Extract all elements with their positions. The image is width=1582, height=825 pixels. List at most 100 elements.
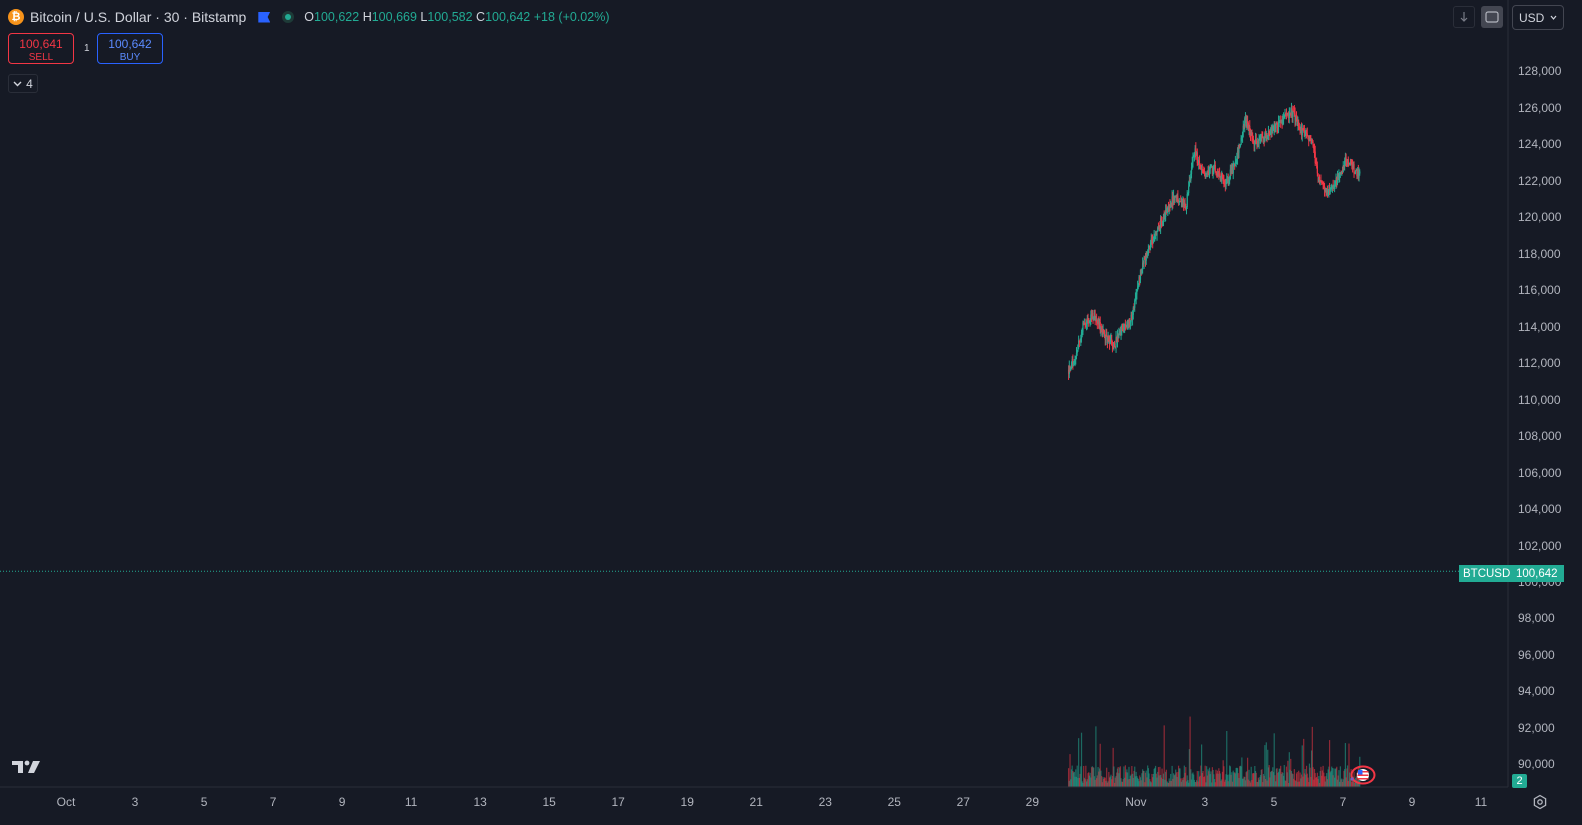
- indicators-toggle[interactable]: 4: [8, 74, 38, 93]
- volume-bar: [1291, 773, 1293, 787]
- candle-body: [1329, 188, 1331, 192]
- volume-bar: [1280, 773, 1283, 787]
- candle-body: [1322, 182, 1324, 185]
- candle-body: [1139, 269, 1142, 280]
- indicators-count: 4: [26, 76, 33, 91]
- price-tick-label: 106,000: [1518, 465, 1562, 480]
- market-status-icon[interactable]: [282, 11, 295, 23]
- volume-bar: [1208, 767, 1211, 787]
- volume-bar: [1090, 777, 1092, 787]
- candle-body: [1288, 113, 1290, 118]
- volume-bar: [1087, 773, 1089, 787]
- volume-bar: [1346, 768, 1348, 787]
- candle-body: [1269, 133, 1271, 135]
- candle-body: [1224, 182, 1226, 184]
- flag-icon[interactable]: [258, 11, 271, 23]
- candle-body: [1190, 173, 1192, 181]
- candle-body: [1101, 328, 1103, 331]
- economic-event-icon[interactable]: [1349, 765, 1376, 785]
- volume-bar: [1334, 777, 1336, 787]
- sell-button[interactable]: 100,641 SELL: [8, 33, 74, 64]
- candle-body: [1310, 140, 1312, 142]
- candle-body: [1163, 216, 1165, 219]
- volume-bar: [1107, 781, 1109, 787]
- time-tick-label: 25: [887, 795, 901, 809]
- events-count-badge[interactable]: 2: [1512, 774, 1527, 788]
- candle-body: [1090, 314, 1092, 321]
- volume-bar: [1222, 760, 1224, 787]
- candle-body: [1293, 110, 1295, 112]
- candle-body: [1138, 276, 1140, 287]
- candle-body: [1313, 145, 1315, 149]
- volume-bar: [1314, 773, 1316, 787]
- candle-body: [1094, 315, 1096, 321]
- candle-body: [1193, 155, 1195, 157]
- volume-bar: [1221, 771, 1224, 787]
- candle-body: [1259, 137, 1262, 139]
- candle-body: [1294, 113, 1296, 121]
- candle-body: [1254, 138, 1257, 144]
- candle-body: [1097, 321, 1099, 323]
- candle-body: [1321, 180, 1323, 183]
- volume-bar: [1083, 765, 1085, 787]
- volume-bar: [1190, 769, 1192, 787]
- candle-body: [1179, 201, 1181, 203]
- volume-bar: [1151, 773, 1153, 787]
- volume-bar: [1253, 773, 1255, 787]
- candle-body: [1175, 195, 1178, 199]
- volume-bar: [1254, 770, 1257, 787]
- candle-body: [1172, 196, 1174, 203]
- scroll-down-icon: [1460, 12, 1468, 22]
- buy-button[interactable]: 100,642 BUY: [97, 33, 163, 64]
- candle-body: [1208, 168, 1211, 175]
- price-tick-label: 108,000: [1518, 429, 1562, 444]
- time-tick-label: 5: [200, 795, 208, 809]
- volume-bar: [1218, 768, 1220, 787]
- candle-body: [1234, 161, 1236, 164]
- candle-body: [1108, 336, 1110, 342]
- volume-bar: [1225, 774, 1227, 787]
- volume-bar: [1299, 772, 1301, 787]
- volume-bar: [1116, 768, 1119, 787]
- candle-body: [1271, 126, 1273, 132]
- volume-bar: [1320, 766, 1322, 787]
- volume-bar: [1158, 775, 1160, 787]
- tradingview-logo-icon[interactable]: [10, 758, 44, 776]
- volume-bar: [1161, 768, 1163, 787]
- candle-body: [1339, 173, 1341, 175]
- volume-bar: [1234, 772, 1236, 787]
- scroll-down-button[interactable]: [1453, 6, 1475, 28]
- volume-bar: [1263, 775, 1265, 787]
- volume-bar: [1312, 767, 1314, 787]
- close-value: 100,642: [485, 10, 531, 24]
- volume-bar: [1094, 779, 1096, 787]
- fullscreen-button[interactable]: [1481, 6, 1503, 28]
- chevron-down-icon: [13, 81, 22, 86]
- volume-bar: [1160, 777, 1162, 787]
- candle-body: [1198, 160, 1201, 167]
- time-tick-label: 11: [404, 795, 418, 809]
- candle-body: [1219, 176, 1221, 178]
- settings-icon[interactable]: [1532, 794, 1548, 810]
- volume-bar: [1185, 767, 1187, 787]
- candle-body: [1175, 195, 1177, 197]
- volume-bar: [1103, 778, 1105, 787]
- volume-bar: [1280, 765, 1282, 787]
- candle-body: [1348, 164, 1350, 166]
- volume-bar: [1283, 765, 1285, 787]
- volume-bar: [1239, 766, 1241, 787]
- volume-bar: [1197, 781, 1199, 787]
- volume-bar: [1231, 772, 1233, 787]
- candle-body: [1083, 322, 1085, 325]
- candle-body: [1301, 129, 1303, 136]
- volume-bar: [1311, 726, 1313, 787]
- symbol-title[interactable]: Bitcoin / U.S. Dollar · 30 · Bitstamp: [30, 9, 247, 25]
- volume-bar: [1168, 778, 1170, 787]
- currency-select[interactable]: USD: [1512, 5, 1564, 30]
- candle-body: [1280, 120, 1282, 124]
- open-value: 100,622: [314, 10, 360, 24]
- volume-bar: [1324, 781, 1326, 787]
- candle-body: [1333, 186, 1335, 188]
- volume-bar: [1259, 775, 1262, 787]
